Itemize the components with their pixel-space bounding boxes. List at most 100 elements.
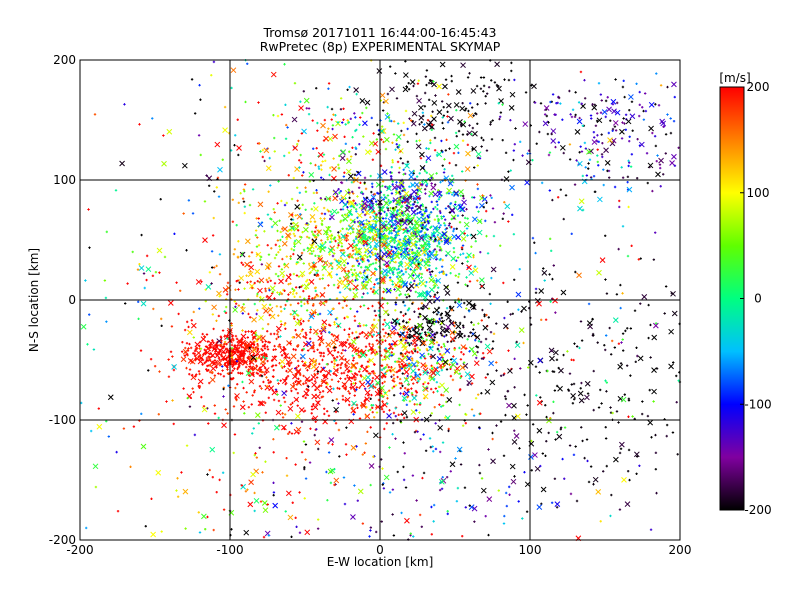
data-point-plus	[428, 334, 431, 337]
data-point-plus	[504, 151, 508, 155]
data-point-plus	[454, 301, 457, 304]
data-point-plus	[472, 323, 475, 327]
data-point-cross	[524, 481, 531, 488]
data-point-plus	[208, 343, 211, 347]
data-point-plus	[339, 189, 343, 193]
data-point-plus	[655, 72, 658, 75]
data-point-plus	[293, 241, 296, 245]
data-point-plus	[543, 279, 546, 282]
data-point-plus	[237, 362, 241, 365]
data-point-plus	[552, 264, 555, 267]
data-point-plus	[606, 169, 609, 173]
data-point-plus	[437, 242, 441, 245]
data-point-plus	[333, 346, 336, 349]
data-point-cross	[339, 198, 345, 204]
data-point-plus	[295, 292, 298, 295]
data-point-plus	[271, 290, 275, 294]
data-point-plus	[377, 332, 380, 335]
data-point-plus	[336, 386, 339, 390]
data-point-plus	[84, 279, 87, 282]
data-point-plus	[292, 272, 296, 276]
data-point-plus	[147, 369, 150, 372]
data-point-cross	[331, 208, 338, 215]
data-point-plus	[395, 216, 398, 219]
data-point-plus	[672, 361, 675, 364]
data-point-cross	[421, 340, 427, 346]
data-point-plus	[443, 345, 446, 348]
data-point-cross	[411, 395, 418, 401]
data-point-plus	[392, 254, 395, 257]
data-point-plus	[245, 343, 248, 346]
data-point-plus	[454, 274, 457, 277]
data-point-plus	[342, 107, 345, 111]
data-point-plus	[246, 62, 249, 65]
data-point-cross	[431, 100, 438, 106]
data-point-plus	[341, 227, 344, 230]
data-point-plus	[342, 371, 346, 375]
data-point-plus	[405, 350, 409, 354]
data-point-plus	[185, 249, 188, 252]
data-point-plus	[588, 158, 592, 161]
data-point-plus	[206, 369, 209, 373]
data-point-cross	[384, 321, 391, 328]
data-point-plus	[316, 370, 320, 373]
data-point-plus	[394, 72, 397, 75]
data-point-plus	[451, 378, 455, 382]
data-point-plus	[437, 198, 441, 201]
data-point-plus	[470, 408, 474, 411]
x-tick-label: 200	[669, 543, 692, 557]
data-point-plus	[441, 404, 445, 407]
data-point-cross	[460, 62, 466, 69]
data-point-cross	[382, 268, 388, 274]
data-point-plus	[360, 295, 364, 299]
data-point-plus	[297, 302, 300, 305]
data-point-plus	[284, 327, 287, 330]
data-point-plus	[240, 484, 244, 487]
data-point-plus	[367, 365, 370, 368]
data-point-plus	[140, 412, 143, 416]
data-point-plus	[270, 218, 273, 221]
data-point-plus	[654, 433, 657, 437]
data-point-plus	[358, 417, 362, 420]
data-point-plus	[344, 203, 347, 206]
data-point-cross	[578, 397, 585, 404]
data-point-plus	[364, 387, 367, 390]
data-point-plus	[551, 277, 554, 281]
data-point-plus	[436, 233, 440, 237]
y-tick-label: -100	[49, 413, 76, 427]
data-point-cross	[347, 173, 354, 180]
data-point-plus	[322, 366, 326, 370]
data-point-plus	[354, 208, 358, 211]
data-point-cross	[239, 404, 246, 411]
data-point-plus	[339, 108, 343, 111]
data-point-plus	[628, 478, 631, 482]
data-point-cross	[364, 389, 371, 396]
data-point-plus	[458, 321, 462, 325]
data-point-plus	[152, 307, 155, 311]
data-point-plus	[212, 327, 215, 331]
data-point-plus	[281, 235, 284, 239]
data-point-plus	[399, 222, 402, 225]
data-point-plus	[604, 278, 607, 281]
data-point-plus	[394, 260, 397, 264]
data-point-plus	[353, 112, 356, 115]
data-point-cross	[509, 463, 516, 470]
data-point-plus	[417, 264, 421, 268]
data-point-plus	[244, 490, 248, 493]
data-point-cross	[430, 353, 436, 360]
data-point-plus	[230, 378, 233, 381]
data-point-plus	[434, 253, 438, 256]
data-point-cross	[415, 184, 422, 191]
data-point-plus	[249, 270, 252, 273]
data-point-plus	[325, 385, 328, 389]
data-point-plus	[599, 388, 602, 392]
data-point-plus	[304, 336, 307, 339]
data-point-plus	[290, 361, 293, 364]
data-point-plus	[407, 217, 410, 220]
data-point-plus	[259, 150, 262, 153]
data-point-plus	[385, 226, 389, 229]
data-point-plus	[540, 318, 543, 322]
data-point-cross	[311, 381, 317, 388]
data-point-plus	[521, 154, 524, 157]
data-point-cross	[486, 348, 493, 355]
